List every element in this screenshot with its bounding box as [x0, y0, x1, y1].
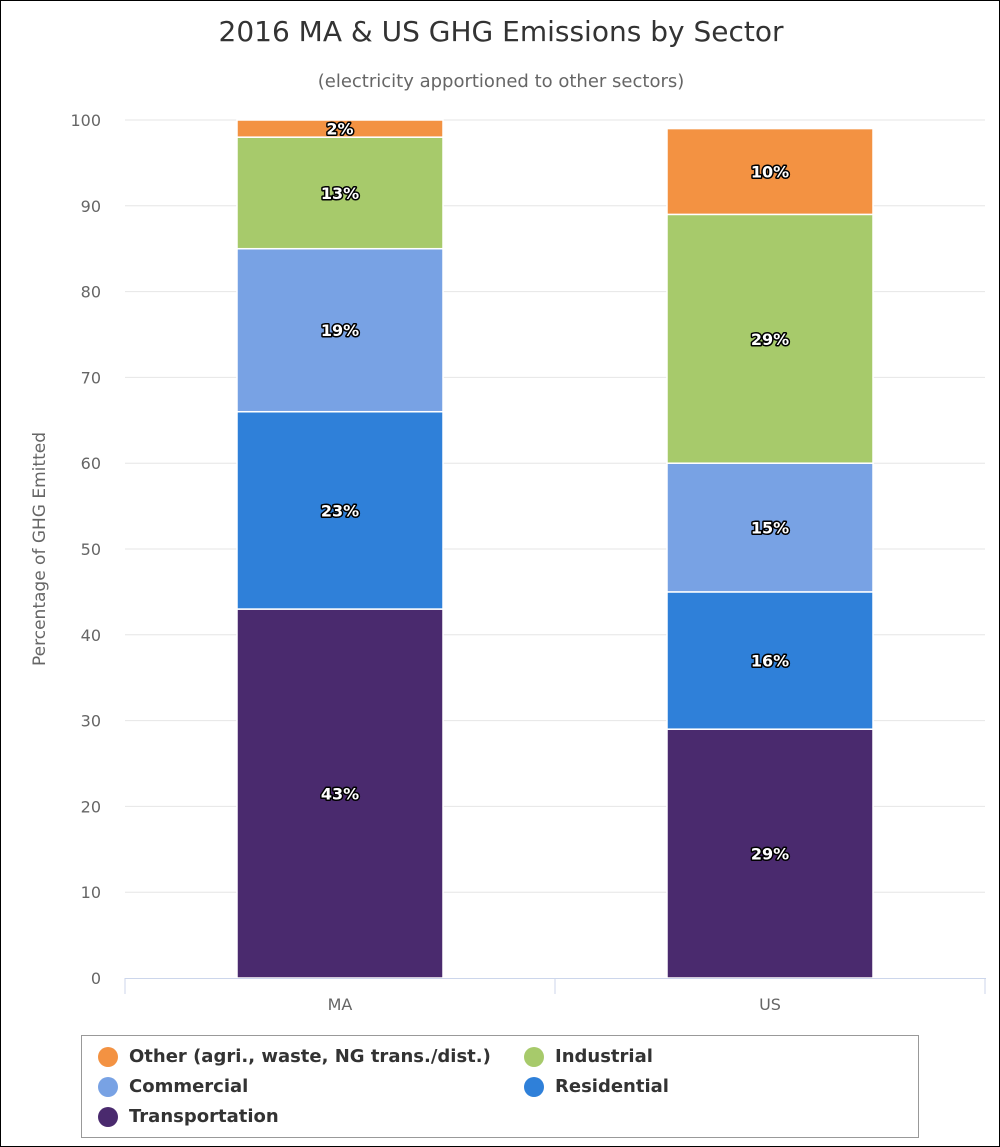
data-labels: 43% 23% 19% 13% 2% 29% 16% 15% 29% 10%: [319, 118, 790, 865]
x-axis: MA US: [124, 978, 986, 1014]
y-tick-label: 30: [81, 712, 101, 731]
bar-segment-us-1[interactable]: [666, 591, 874, 730]
legend-marker-icon: [98, 1046, 118, 1067]
y-tick-label: 20: [81, 797, 101, 816]
y-tick-label: 10: [81, 883, 101, 902]
bar-segment-us-3[interactable]: [666, 213, 874, 464]
legend-item[interactable]: Industrial: [524, 1046, 653, 1067]
y-tick-label: 50: [81, 540, 101, 559]
y-tick-label: 100: [70, 111, 101, 130]
legend-label: Transportation: [129, 1106, 279, 1127]
chart-subtitle: (electricity apportioned to other sector…: [318, 71, 685, 92]
legend-label: Residential: [555, 1076, 669, 1097]
legend-item[interactable]: Other (agri., waste, NG trans./dist.): [98, 1046, 491, 1067]
legend-label: Other (agri., waste, NG trans./dist.): [129, 1046, 491, 1067]
legend-marker-icon: [524, 1076, 544, 1097]
legend-item[interactable]: Residential: [524, 1076, 669, 1097]
bar-segment-ma-4[interactable]: [236, 119, 444, 138]
y-tick-label: 80: [81, 283, 101, 302]
data-label: 43%: [321, 785, 359, 804]
legend-label: Industrial: [555, 1046, 653, 1067]
bar-segment-ma-3[interactable]: [236, 136, 444, 250]
y-axis-title: Percentage of GHG Emitted: [30, 432, 50, 666]
legend-item[interactable]: Commercial: [98, 1076, 248, 1097]
bar-segment-us-0[interactable]: [666, 728, 874, 979]
data-label: 29%: [751, 330, 789, 349]
x-tick-label: US: [759, 995, 781, 1014]
y-tick-label: 90: [81, 197, 101, 216]
bar-segment-us-4[interactable]: [666, 127, 874, 216]
legend-marker-icon: [524, 1046, 544, 1067]
y-axis-ticks: 0 10 20 30 40 50 60 70 80 90 100: [70, 111, 101, 988]
data-label: 19%: [321, 321, 359, 340]
data-label: 16%: [751, 652, 789, 671]
data-label: 23%: [321, 501, 359, 520]
bar-segment-ma-1[interactable]: [236, 410, 444, 610]
y-tick-label: 60: [81, 454, 101, 473]
y-tick-label: 0: [91, 969, 101, 988]
data-label: 15%: [751, 519, 789, 538]
legend-marker-icon: [98, 1106, 118, 1127]
x-tick-label: MA: [328, 995, 353, 1014]
data-label: 13%: [321, 184, 359, 203]
legend-item[interactable]: Transportation: [98, 1106, 279, 1127]
y-tick-label: 40: [81, 626, 101, 645]
data-label: 29%: [751, 845, 789, 864]
bars: [236, 119, 874, 979]
chart-title: 2016 MA & US GHG Emissions by Sector: [219, 15, 784, 48]
legend: Other (agri., waste, NG trans./dist.) Ind…: [81, 1035, 919, 1138]
data-label: 2%: [326, 120, 353, 139]
legend-label: Commercial: [129, 1076, 249, 1097]
legend-marker-icon: [98, 1076, 118, 1097]
data-label: 10%: [751, 162, 789, 181]
bar-segment-ma-2[interactable]: [236, 247, 444, 413]
bar-segment-us-2[interactable]: [666, 462, 874, 593]
chart-plot: 2016 MA & US GHG Emissions by Sector (el…: [30, 15, 986, 1014]
y-tick-label: 70: [81, 368, 101, 387]
